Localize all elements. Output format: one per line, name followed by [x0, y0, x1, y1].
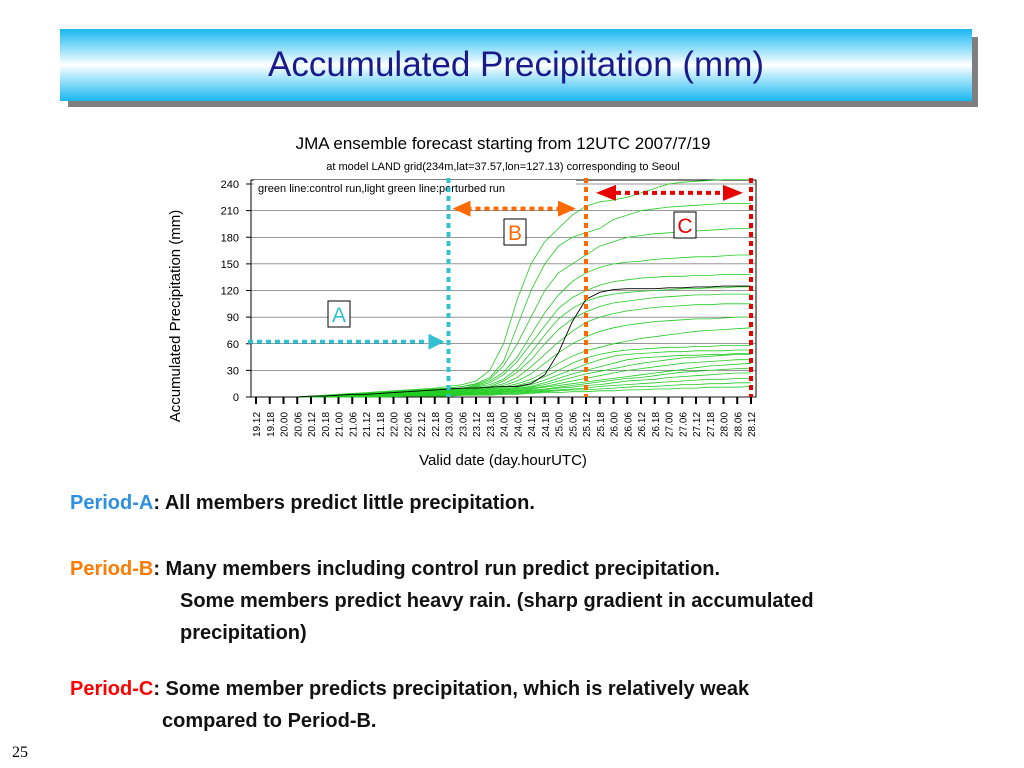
x-tick-label: 20.18: [321, 412, 332, 437]
period-a-box-label: A: [332, 304, 346, 327]
x-tick-label: 22.00: [390, 412, 401, 437]
x-tick-label: 25.12: [582, 412, 593, 437]
x-tick-label: 20.12: [307, 412, 318, 437]
chart-svg: JMA ensemble forecast starting from 12UT…: [167, 134, 758, 469]
series-perturbed-run: [256, 179, 751, 398]
x-tick-label: 26.06: [623, 412, 634, 437]
period-b-text-3: precipitation): [180, 622, 307, 644]
x-tick-label: 23.12: [472, 412, 483, 437]
x-tick-label: 23.18: [486, 412, 497, 437]
x-tick-label: 23.00: [445, 412, 456, 437]
x-tick-label: 24.06: [513, 412, 524, 437]
period-b-arrow-head-right: [558, 200, 576, 217]
x-tick-label: 24.00: [500, 412, 511, 437]
y-tick-label: 150: [221, 259, 239, 271]
x-tick-label: 25.00: [555, 412, 566, 437]
x-tick-label: 21.00: [335, 412, 346, 437]
x-tick-label: 20.00: [280, 412, 291, 437]
title-bar: Accumulated Precipitation (mm): [60, 29, 972, 101]
period-b-box-label: B: [508, 222, 522, 245]
note-period-a: Period-A: All members predict little pre…: [70, 488, 535, 518]
period-a-text: : All members predict little precipitati…: [153, 492, 535, 514]
period-a-box-label-box: [327, 300, 351, 328]
period-c-box-label: C: [677, 215, 692, 238]
period-a-arrow-head: [428, 333, 445, 350]
y-tick-label: 180: [221, 232, 239, 244]
x-tick-label: 21.06: [348, 412, 359, 437]
x-tick-label: 22.06: [403, 412, 414, 437]
period-c-text-2: compared to Period-B.: [162, 710, 377, 732]
y-tick-label: 30: [227, 365, 239, 377]
x-axis-label: Valid date (day.hourUTC): [419, 452, 587, 469]
period-b-label: Period-B: [70, 558, 154, 580]
legend-text: green line:control run,light green line:…: [258, 183, 505, 195]
period-c-arrow-head-right: [723, 184, 743, 201]
legend-text-bg: [254, 180, 576, 194]
x-tick-label: 26.00: [610, 412, 621, 437]
period-c-label: Period-C: [70, 678, 154, 700]
period-c-text-1: : Some member predicts precipitation, wh…: [153, 678, 750, 700]
series-perturbed-run: [256, 254, 751, 398]
page-number: 25: [12, 744, 28, 761]
period-c-arrow-head-left: [596, 184, 616, 201]
period-a-label: Period-A: [70, 492, 154, 514]
period-b-text-2: Some members predict heavy rain. (sharp …: [180, 590, 814, 612]
period-b-box-label-box: [503, 218, 527, 246]
x-tick-label: 24.18: [541, 412, 552, 437]
y-tick-label: 210: [221, 206, 239, 218]
x-tick-label: 27.12: [692, 412, 703, 437]
series-control-run: [256, 285, 751, 398]
x-tick-label: 25.18: [596, 412, 607, 437]
y-tick-label: 0: [233, 392, 239, 404]
precipitation-chart: JMA ensemble forecast starting from 12UT…: [158, 118, 788, 470]
x-tick-label: 28.12: [747, 412, 758, 437]
x-tick-label: 24.12: [527, 412, 538, 437]
period-b-arrow-head-left: [452, 200, 471, 217]
x-tick-label: 26.12: [637, 412, 648, 437]
x-tick-label: 27.18: [706, 412, 717, 437]
y-tick-label: 60: [227, 339, 239, 351]
y-tick-label: 120: [221, 286, 239, 298]
y-tick-label: 240: [221, 179, 239, 191]
x-tick-label: 27.00: [665, 412, 676, 437]
x-tick-label: 19.18: [266, 412, 277, 437]
note-period-b: Period-B: Many members including control…: [70, 554, 720, 584]
x-tick-label: 25.06: [568, 412, 579, 437]
period-c-box-label-box: [673, 211, 697, 239]
note-period-c: Period-C: Some member predicts precipita…: [70, 674, 749, 704]
x-tick-label: 20.06: [293, 412, 304, 437]
slide-title: Accumulated Precipitation (mm): [268, 45, 764, 84]
x-tick-label: 22.12: [417, 412, 428, 437]
x-tick-label: 26.18: [651, 412, 662, 437]
x-tick-label: 28.00: [720, 412, 731, 437]
x-tick-label: 22.18: [431, 412, 442, 437]
x-tick-label: 23.06: [458, 412, 469, 437]
y-tick-label: 90: [227, 312, 239, 324]
chart-title: JMA ensemble forecast starting from 12UT…: [296, 134, 711, 153]
chart-subtitle: at model LAND grid(234m,lat=37.57,lon=12…: [326, 161, 679, 173]
x-tick-label: 21.12: [362, 412, 373, 437]
x-tick-label: 28.06: [733, 412, 744, 437]
x-tick-label: 27.06: [678, 412, 689, 437]
y-axis-label: Accumulated Precipitation (mm): [167, 210, 184, 423]
period-b-text-1: : Many members including control run pre…: [153, 558, 721, 580]
x-tick-label: 21.18: [376, 412, 387, 437]
x-tick-label: 19.12: [252, 412, 263, 437]
